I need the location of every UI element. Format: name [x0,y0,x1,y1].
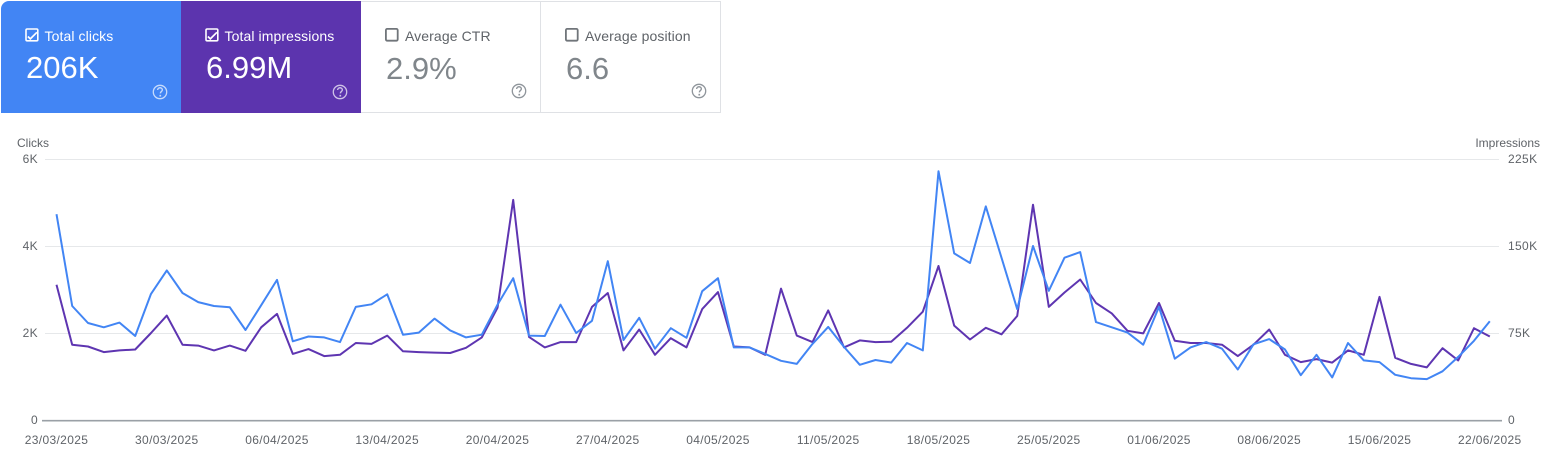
svg-text:Clicks: Clicks [17,136,49,150]
svg-text:Impressions: Impressions [1475,136,1540,150]
svg-text:23/03/2025: 23/03/2025 [25,433,89,447]
svg-text:01/06/2025: 01/06/2025 [1127,433,1191,447]
svg-text:0: 0 [1508,413,1515,427]
svg-text:08/06/2025: 08/06/2025 [1237,433,1301,447]
svg-text:27/04/2025: 27/04/2025 [576,433,640,447]
svg-text:225K: 225K [1508,152,1537,166]
svg-text:22/06/2025: 22/06/2025 [1458,433,1522,447]
svg-text:25/05/2025: 25/05/2025 [1017,433,1081,447]
svg-text:18/05/2025: 18/05/2025 [907,433,971,447]
svg-text:150K: 150K [1508,239,1537,253]
svg-text:6K: 6K [23,152,38,166]
svg-text:2K: 2K [23,326,38,340]
svg-text:04/05/2025: 04/05/2025 [686,433,750,447]
svg-text:11/05/2025: 11/05/2025 [797,433,860,447]
svg-text:0: 0 [31,413,38,427]
svg-text:4K: 4K [23,239,38,253]
svg-text:13/04/2025: 13/04/2025 [355,433,419,447]
svg-text:06/04/2025: 06/04/2025 [245,433,309,447]
svg-text:15/06/2025: 15/06/2025 [1348,433,1412,447]
svg-text:30/03/2025: 30/03/2025 [135,433,199,447]
svg-text:20/04/2025: 20/04/2025 [466,433,530,447]
svg-text:75K: 75K [1508,326,1530,340]
